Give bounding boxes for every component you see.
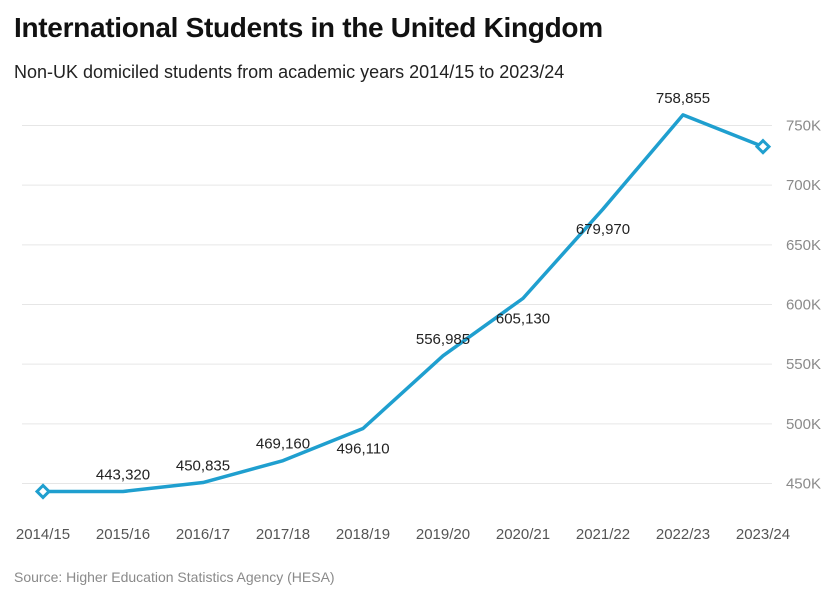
x-tick-label: 2020/21 xyxy=(496,526,550,543)
x-axis-ticks: 2014/15 2015/16 2016/17 2017/18 2018/19 2019/… xyxy=(16,526,790,543)
x-tick-label: 2017/18 xyxy=(256,526,310,543)
data-marker xyxy=(754,138,772,155)
data-markers xyxy=(34,138,772,500)
y-tick-label: 550K xyxy=(786,356,821,373)
data-label: 469,160 xyxy=(256,436,310,453)
data-marker xyxy=(34,483,52,500)
y-tick-label: 750K xyxy=(786,117,821,134)
gridlines xyxy=(22,124,772,485)
x-tick-label: 2023/24 xyxy=(736,526,790,543)
x-tick-label: 2014/15 xyxy=(16,526,70,543)
x-tick-label: 2019/20 xyxy=(416,526,470,543)
data-label: 556,985 xyxy=(416,331,470,348)
data-labels: 443,320 450,835 469,160 496,110 556,985 605,1… xyxy=(96,90,710,484)
y-tick-label: 650K xyxy=(786,237,821,254)
x-tick-label: 2015/16 xyxy=(96,526,150,543)
data-label: 679,970 xyxy=(576,221,630,238)
data-label: 443,320 xyxy=(96,466,150,483)
x-tick-label: 2022/23 xyxy=(656,526,710,543)
chart-subtitle: Non-UK domiciled students from academic … xyxy=(14,62,565,82)
data-label: 450,835 xyxy=(176,458,230,475)
y-axis-ticks: 450K 500K 550K 600K 650K 700K 750K xyxy=(786,117,821,492)
y-tick-label: 600K xyxy=(786,297,821,314)
data-label: 496,110 xyxy=(336,440,389,457)
x-tick-label: 2018/19 xyxy=(336,526,390,543)
source-note: Source: Higher Education Statistics Agen… xyxy=(14,569,335,585)
data-label: 605,130 xyxy=(496,310,550,327)
y-tick-label: 700K xyxy=(786,177,821,194)
y-tick-label: 450K xyxy=(786,476,821,493)
series-line xyxy=(41,113,765,494)
x-tick-label: 2021/22 xyxy=(576,526,630,543)
data-label: 758,855 xyxy=(656,90,710,107)
chart-title: International Students in the United Kin… xyxy=(14,12,603,43)
x-tick-label: 2016/17 xyxy=(176,526,230,543)
y-tick-label: 500K xyxy=(786,416,821,433)
